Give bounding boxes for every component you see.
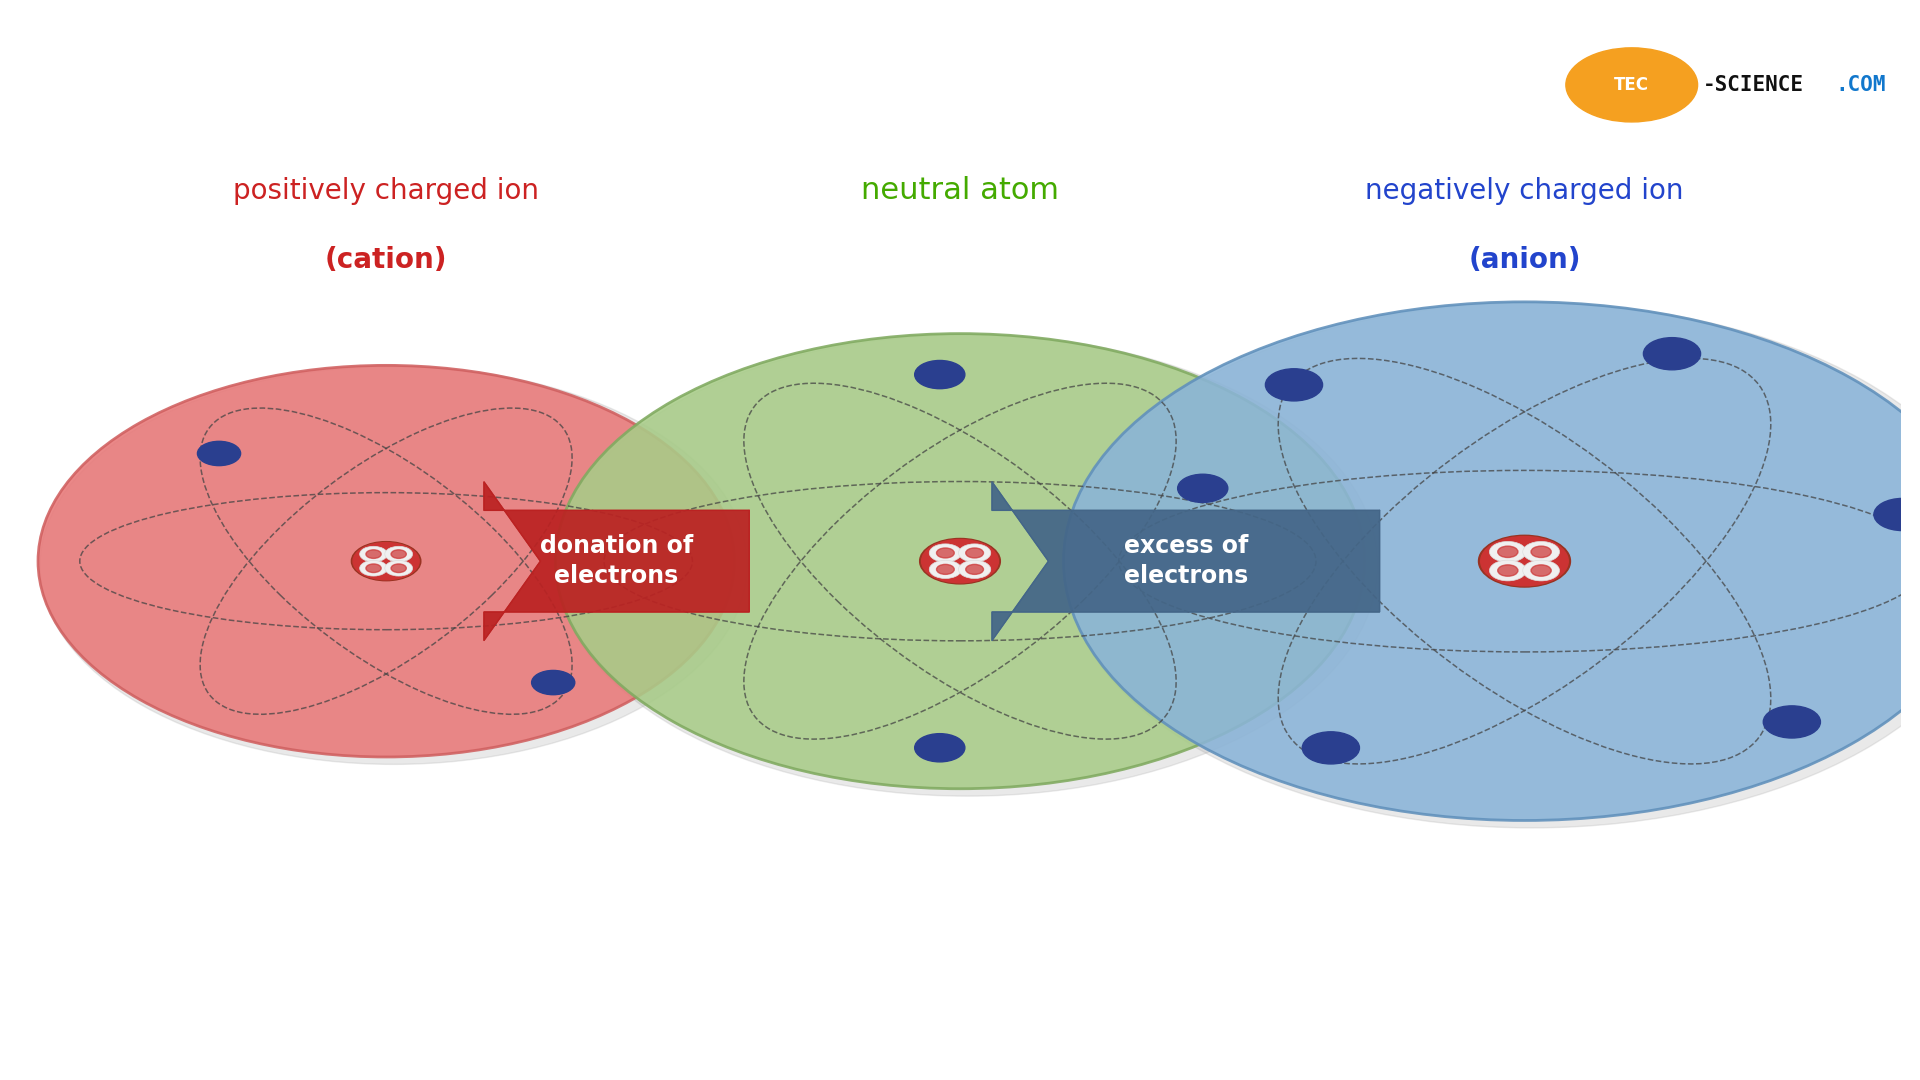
Text: excess of
electrons: excess of electrons (1123, 535, 1248, 588)
Circle shape (1490, 541, 1526, 563)
Circle shape (1567, 48, 1697, 122)
Circle shape (1644, 338, 1701, 369)
Text: -SCIENCE: -SCIENCE (1703, 75, 1805, 95)
Circle shape (1490, 561, 1526, 581)
Circle shape (40, 366, 747, 765)
Circle shape (1530, 565, 1551, 577)
Circle shape (198, 442, 240, 465)
Circle shape (1478, 536, 1571, 588)
Circle shape (353, 542, 419, 580)
Text: donation of
electrons: donation of electrons (540, 535, 693, 588)
Circle shape (1480, 537, 1569, 585)
Circle shape (1498, 546, 1519, 557)
Circle shape (359, 546, 388, 562)
Circle shape (1523, 561, 1559, 581)
Circle shape (966, 565, 983, 575)
Circle shape (367, 550, 382, 558)
Circle shape (384, 546, 413, 562)
Circle shape (557, 335, 1379, 796)
Circle shape (937, 548, 954, 558)
Text: positively charged ion: positively charged ion (232, 177, 540, 205)
Circle shape (1302, 732, 1359, 764)
Circle shape (937, 565, 954, 575)
Text: (cation): (cation) (324, 245, 447, 273)
Circle shape (532, 671, 574, 694)
Circle shape (1523, 541, 1559, 563)
Circle shape (929, 561, 962, 579)
Circle shape (555, 334, 1365, 788)
Circle shape (1066, 302, 1920, 828)
Text: .COM: .COM (1836, 75, 1885, 95)
Circle shape (384, 561, 413, 576)
Text: TEC: TEC (1615, 76, 1649, 94)
Circle shape (392, 564, 407, 572)
Circle shape (966, 548, 983, 558)
Text: (anion): (anion) (1469, 245, 1580, 273)
Circle shape (914, 733, 966, 761)
Circle shape (920, 539, 1000, 584)
Circle shape (38, 365, 733, 757)
Circle shape (359, 561, 388, 576)
Circle shape (1177, 474, 1227, 502)
Circle shape (1530, 546, 1551, 557)
Circle shape (392, 550, 407, 558)
Circle shape (958, 561, 991, 579)
Circle shape (1874, 498, 1920, 530)
Circle shape (1498, 565, 1519, 577)
Circle shape (929, 544, 962, 562)
Text: neutral atom: neutral atom (860, 176, 1060, 205)
Circle shape (1064, 301, 1920, 821)
Polygon shape (993, 482, 1380, 640)
Circle shape (351, 542, 420, 581)
Circle shape (914, 361, 966, 389)
Circle shape (922, 540, 998, 583)
Polygon shape (484, 482, 749, 640)
Circle shape (1265, 368, 1323, 401)
Circle shape (367, 564, 382, 572)
Text: negatively charged ion: negatively charged ion (1365, 177, 1684, 205)
Circle shape (958, 544, 991, 562)
Circle shape (1763, 706, 1820, 738)
